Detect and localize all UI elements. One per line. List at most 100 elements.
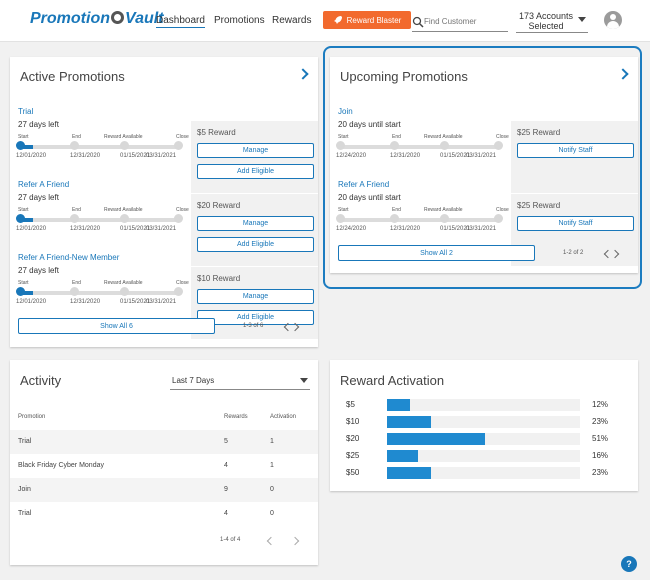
reward-bar-track: [387, 467, 580, 479]
milestone-date: 03/31/2021: [466, 226, 497, 232]
milestone-label: Start: [18, 134, 29, 140]
activity-pager-text: 1-4 of 4: [220, 537, 241, 543]
reward-activation-title: Reward Activation: [340, 373, 445, 388]
milestone-label: Start: [18, 280, 29, 286]
promotion-name-link[interactable]: Refer A Friend: [18, 180, 70, 189]
cell-promotion: Trial: [18, 438, 32, 445]
upcoming-promotions-title: Upcoming Promotions: [340, 69, 468, 84]
reward-bar-label: $20: [346, 434, 360, 443]
manage-button[interactable]: Manage: [197, 289, 314, 304]
timeline-milestone-dot: [70, 214, 79, 223]
show-all-upcoming-button[interactable]: Show All 2: [338, 245, 535, 261]
reward-panel: $25 Reward Notify Staff: [511, 121, 638, 193]
promotion-name-link[interactable]: Join: [338, 107, 353, 116]
nav-dashboard[interactable]: Dashboard: [156, 15, 205, 28]
table-row[interactable]: Join 9 0: [10, 478, 318, 502]
reward-blaster-button[interactable]: Reward Blaster: [323, 11, 411, 29]
promotion-row: Refer A Friend 20 days until start Start 12…: [336, 168, 509, 240]
next-page-icon[interactable]: [292, 536, 300, 546]
milestone-date: 12/31/2020: [390, 226, 421, 232]
promotion-name-link[interactable]: Refer A Friend-New Member: [18, 253, 120, 262]
milestone-date: 03/31/2021: [466, 153, 497, 159]
help-button[interactable]: ?: [621, 556, 637, 572]
caret-down-icon: [578, 17, 586, 22]
milestone-date: 01/15/2021: [120, 226, 151, 232]
add-eligible-button[interactable]: Add Eligible: [197, 237, 314, 252]
reward-bar: [387, 467, 431, 479]
cell-activation: 0: [270, 486, 274, 493]
upcoming-pager-text: 1-2 of 2: [563, 250, 584, 256]
prev-page-icon[interactable]: [282, 322, 290, 332]
user-avatar[interactable]: [604, 11, 622, 29]
timeline-milestone-dot: [70, 141, 79, 150]
nav-promotions[interactable]: Promotions: [214, 15, 265, 26]
milestone-date: 12/31/2020: [70, 153, 101, 159]
reward-amount: $20 Reward: [197, 201, 241, 210]
promotion-name-link[interactable]: Trial: [18, 107, 34, 116]
timeline-milestone-dot: [174, 141, 183, 150]
milestone-date: 03/31/2021: [146, 153, 177, 159]
milestone-date: 01/15/2021: [120, 299, 151, 305]
notify-staff-button[interactable]: Notify Staff: [517, 143, 634, 158]
promotion-days-text: 27 days left: [18, 193, 59, 202]
timeline-milestone-dot: [174, 214, 183, 223]
table-row[interactable]: Trial 5 1: [10, 430, 318, 454]
timeline-milestone-dot: [336, 214, 345, 223]
reward-bar-track: [387, 450, 580, 462]
notify-staff-button[interactable]: Notify Staff: [517, 216, 634, 231]
milestone-label: End: [392, 134, 401, 140]
reward-amount: $10 Reward: [197, 274, 241, 283]
promotion-name-link[interactable]: Refer A Friend: [338, 180, 390, 189]
active-promotions-title: Active Promotions: [20, 69, 125, 84]
milestone-label: Start: [338, 207, 349, 213]
reward-bar: [387, 416, 431, 428]
promotion-row: Trial 27 days left Start 12/01/2020 End 12/31…: [16, 95, 189, 167]
timeline-track: [340, 218, 500, 222]
milestone-label: Reward Available: [424, 207, 463, 213]
cell-rewards: 4: [224, 510, 228, 517]
milestone-date: 12/24/2020: [336, 226, 367, 232]
search-icon: [412, 16, 424, 28]
table-row[interactable]: Trial 4 0: [10, 502, 318, 526]
reward-bar-percent: 12%: [592, 400, 609, 409]
timeline-milestone-dot: [494, 214, 503, 223]
reward-bar: [387, 433, 485, 445]
reward-bar-track: [387, 416, 580, 428]
column-header-activation: Activation: [270, 414, 297, 420]
promotion-vault-logo[interactable]: Promotion Vault: [30, 10, 164, 27]
manage-button[interactable]: Manage: [197, 143, 314, 158]
show-all-active-button[interactable]: Show All 6: [18, 318, 215, 334]
milestone-label: Reward Available: [104, 134, 143, 140]
timeline-milestone-dot: [390, 214, 399, 223]
reward-amount: $25 Reward: [517, 201, 561, 210]
timeline-milestone-dot: [70, 287, 79, 296]
add-eligible-button[interactable]: Add Eligible: [197, 164, 314, 179]
table-row[interactable]: Black Friday Cyber Monday 4 1: [10, 454, 318, 478]
milestone-date: 01/15/2021: [440, 153, 471, 159]
timeline-track: [20, 291, 180, 295]
prev-page-icon[interactable]: [265, 536, 273, 546]
milestone-label: Start: [338, 134, 349, 140]
vault-dial-icon: [111, 11, 124, 24]
timeline-milestone-dot: [390, 141, 399, 150]
milestone-label: Close: [176, 280, 189, 286]
timeline-milestone-dot: [16, 214, 25, 223]
next-page-icon[interactable]: [292, 322, 300, 332]
promotion-row: Join 20 days until start Start 12/24/2020 En…: [336, 95, 509, 167]
find-customer-field[interactable]: [412, 12, 508, 32]
reward-amount: $25 Reward: [517, 128, 561, 137]
milestone-date: 12/31/2020: [70, 226, 101, 232]
accounts-selector[interactable]: 173 Accounts Selected: [516, 11, 588, 33]
promotion-row: Refer A Friend 27 days left Start 12/01/202…: [16, 168, 189, 240]
chevron-right-icon[interactable]: [298, 67, 310, 81]
date-range-select[interactable]: Last 7 Days: [170, 372, 310, 390]
reward-bar-label: $5: [346, 400, 355, 409]
find-customer-input[interactable]: [424, 17, 504, 26]
manage-button[interactable]: Manage: [197, 216, 314, 231]
column-header-promotion: Promotion: [18, 414, 46, 420]
nav-rewards[interactable]: Rewards: [272, 15, 312, 26]
reward-bar-percent: 16%: [592, 451, 609, 460]
reward-bar-label: $10: [346, 417, 360, 426]
timeline-track: [340, 145, 500, 149]
promotion-days-text: 27 days left: [18, 266, 59, 275]
